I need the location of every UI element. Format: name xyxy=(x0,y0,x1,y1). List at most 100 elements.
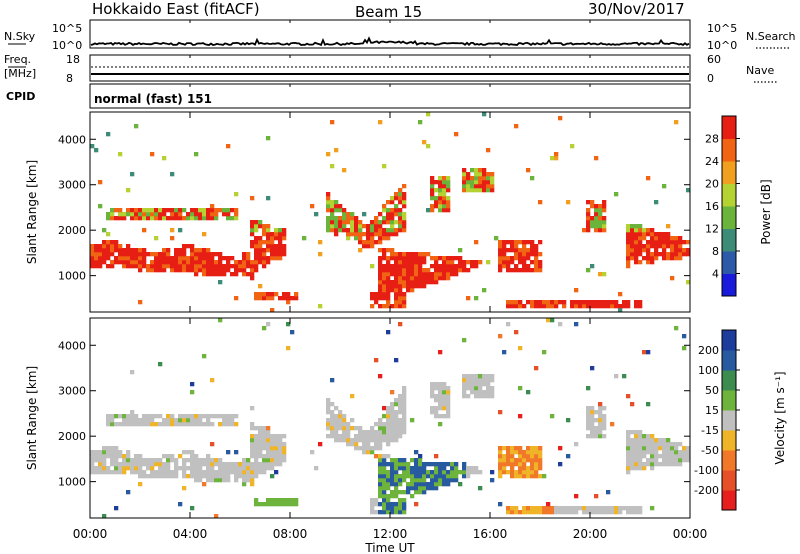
power-cell xyxy=(666,256,671,261)
velocity-cell xyxy=(242,466,247,471)
power-cell xyxy=(386,264,391,269)
velocity-cell xyxy=(222,418,227,423)
velocity-cell xyxy=(518,446,523,451)
velocity-cell xyxy=(266,438,271,443)
velocity-cell xyxy=(518,386,523,391)
velocity-cell xyxy=(222,466,227,471)
power-cell xyxy=(414,284,419,289)
power-cell xyxy=(154,256,159,261)
power-cell xyxy=(210,268,215,273)
velocity-cell xyxy=(394,458,399,463)
velocity-cell xyxy=(550,506,555,511)
velocity-cell xyxy=(374,498,379,503)
velocity-cell xyxy=(258,438,263,443)
power-cell xyxy=(262,232,267,237)
velocity-cell xyxy=(486,394,491,399)
power-cell xyxy=(338,216,343,221)
velocity-cell xyxy=(518,510,523,515)
power-colorbar-tick-label: 12 xyxy=(705,223,719,236)
velocity-cell xyxy=(394,438,399,443)
power-cell xyxy=(118,216,123,221)
power-cell xyxy=(102,260,107,265)
velocity-cell xyxy=(398,458,403,463)
power-cell xyxy=(178,260,183,265)
power-cell xyxy=(310,204,315,209)
power-cell xyxy=(262,256,267,261)
power-cell xyxy=(198,212,203,217)
velocity-cell xyxy=(462,394,467,399)
velocity-cell xyxy=(598,418,603,423)
x-tick-label: 12:00 xyxy=(373,527,408,541)
velocity-cell xyxy=(582,506,587,511)
power-cell xyxy=(266,292,271,297)
power-cell xyxy=(222,212,227,217)
velocity-cell xyxy=(466,394,471,399)
power-cell xyxy=(126,260,131,265)
velocity-cell xyxy=(402,478,407,483)
power-cell xyxy=(398,280,403,285)
power-cell xyxy=(230,272,235,277)
velocity-cell xyxy=(434,474,439,479)
velocity-cell xyxy=(398,406,403,411)
velocity-cell xyxy=(230,466,235,471)
velocity-cell xyxy=(626,438,631,443)
power-cell xyxy=(522,268,527,273)
power-cell xyxy=(170,264,175,269)
power-cell xyxy=(102,248,107,253)
velocity-cell xyxy=(270,498,275,503)
power-cell xyxy=(602,224,607,229)
power-cell xyxy=(122,264,127,269)
velocity-cell xyxy=(450,478,455,483)
velocity-cell xyxy=(498,334,503,339)
power-cell xyxy=(326,208,331,213)
power-cell xyxy=(218,268,223,273)
velocity-cell xyxy=(250,422,255,427)
power-cell xyxy=(654,252,659,257)
velocity-cell xyxy=(378,502,383,507)
velocity-cell xyxy=(98,454,103,459)
velocity-cell xyxy=(386,478,391,483)
velocity-cell xyxy=(446,398,451,403)
power-cell xyxy=(226,256,231,261)
power-cell xyxy=(226,212,231,217)
velocity-cell xyxy=(650,506,655,511)
velocity-cell xyxy=(218,318,223,323)
power-cell xyxy=(490,180,495,185)
velocity-cell xyxy=(414,482,419,487)
power-cell xyxy=(646,252,651,257)
power-cell xyxy=(422,260,427,265)
velocity-cell xyxy=(598,422,603,427)
power-cell xyxy=(394,304,399,309)
power-cell xyxy=(254,264,259,269)
power-cell xyxy=(174,252,179,257)
power-cell xyxy=(226,216,231,221)
velocity-cell xyxy=(446,482,451,487)
velocity-cell xyxy=(666,450,671,455)
velocity-cell xyxy=(566,506,571,511)
velocity-cell xyxy=(390,414,395,419)
power-cell xyxy=(230,256,235,261)
power-cell xyxy=(586,300,591,305)
power-cell xyxy=(590,200,595,205)
power-cell xyxy=(110,252,115,257)
velocity-cell xyxy=(266,462,271,467)
power-cell xyxy=(430,264,435,269)
velocity-cell xyxy=(566,418,571,423)
velocity-cell xyxy=(626,434,631,439)
velocity-cell xyxy=(650,458,655,463)
velocity-cell xyxy=(662,446,667,451)
power-cell xyxy=(202,212,207,217)
velocity-cell xyxy=(286,322,291,327)
power-cell xyxy=(670,248,675,253)
power-cell xyxy=(658,236,663,241)
power-cell xyxy=(462,172,467,177)
power-cell xyxy=(418,272,423,277)
power-cell xyxy=(382,292,387,297)
power-cell xyxy=(158,256,163,261)
velocity-cell xyxy=(270,474,275,479)
velocity-cell xyxy=(154,422,159,427)
velocity-cell xyxy=(618,510,623,515)
velocity-cell xyxy=(334,414,339,419)
power-cell xyxy=(666,240,671,245)
power-cell xyxy=(94,252,99,257)
